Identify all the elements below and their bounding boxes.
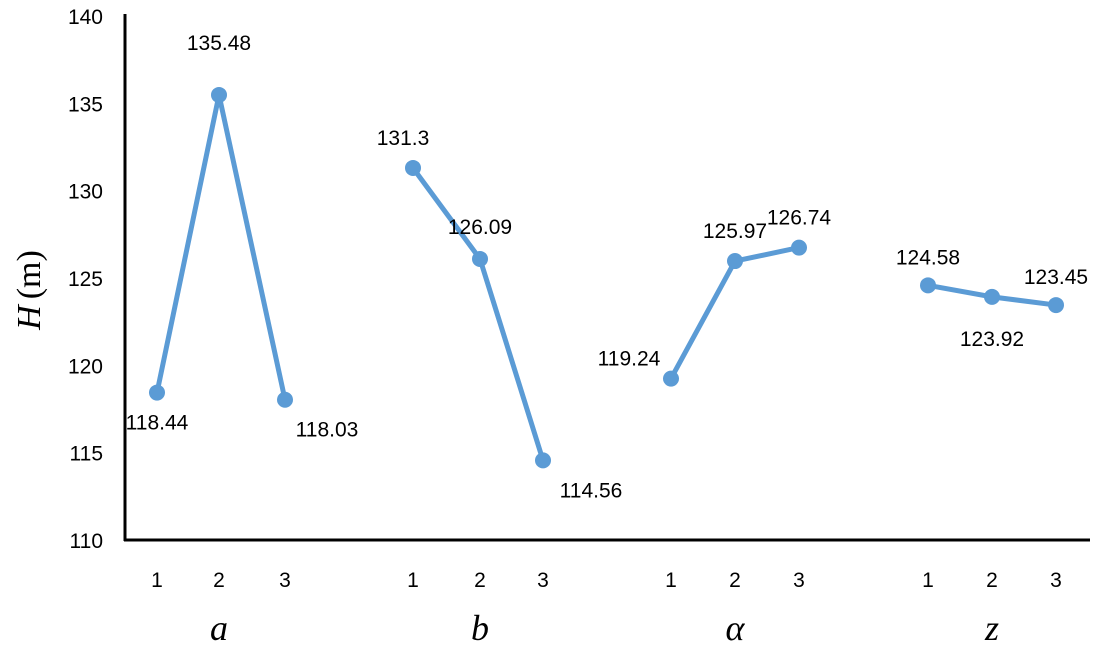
data-point (791, 239, 807, 256)
axes (123, 14, 1090, 542)
y-tick-label: 130 (68, 181, 103, 204)
x-tick-label: 3 (1050, 569, 1062, 592)
data-point (920, 277, 936, 294)
data-label: 114.56 (560, 479, 623, 502)
data-point (277, 391, 293, 408)
group-label: b (471, 608, 489, 645)
y-axis-label-unit: (m) (11, 250, 48, 299)
data-label: 123.92 (960, 328, 1024, 351)
y-axis-label: H (m) (11, 250, 48, 331)
group-label: a (210, 608, 228, 645)
series-0: 118.44 1 135.48 2 118.03 3 a (126, 32, 359, 645)
series-3: 124.58 1 123.92 2 123.45 3 z (896, 246, 1088, 645)
y-tick-label: 125 (68, 268, 103, 291)
data-point (472, 250, 488, 267)
y-tick-label: 115 (70, 443, 103, 466)
x-tick-label: 1 (407, 569, 419, 592)
data-label: 135.48 (187, 32, 251, 55)
data-point (727, 253, 743, 270)
y-axis-label-var: H (11, 303, 48, 331)
data-point (405, 159, 421, 176)
x-tick-label: 2 (729, 569, 741, 592)
data-point (984, 288, 1000, 305)
data-point (149, 384, 165, 401)
data-label: 123.45 (1024, 266, 1088, 289)
x-tick-label: 1 (922, 569, 934, 592)
data-label: 126.74 (767, 207, 832, 230)
data-point (211, 86, 227, 103)
data-point (1048, 297, 1064, 314)
series-1: 131.3 1 126.09 2 114.56 3 b (377, 127, 623, 645)
x-tick-label: 3 (537, 569, 549, 592)
data-label: 125.97 (703, 220, 767, 243)
data-label: 124.58 (896, 246, 960, 269)
data-point (663, 370, 679, 387)
group-label: α (726, 608, 746, 645)
data-label: 131.3 (377, 127, 430, 150)
data-label: 118.03 (296, 419, 359, 442)
data-label: 118.44 (126, 412, 189, 435)
y-tick-label: 135 (68, 93, 103, 116)
y-tick-label: 110 (70, 530, 103, 553)
x-tick-label: 3 (279, 569, 291, 592)
series-line (154, 92, 288, 401)
y-tick-label: 140 (68, 6, 103, 29)
y-tick-label: 120 (68, 355, 103, 378)
data-label: 126.09 (448, 216, 512, 239)
x-tick-label: 2 (986, 569, 998, 592)
x-tick-label: 2 (213, 569, 225, 592)
group-label: z (984, 608, 999, 645)
x-tick-label: 2 (474, 569, 486, 592)
data-label: 119.24 (598, 348, 661, 371)
x-tick-label: 1 (665, 569, 677, 592)
x-tick-label: 1 (151, 569, 163, 592)
data-point (535, 452, 551, 469)
series-line (410, 166, 546, 462)
x-tick-label: 3 (793, 569, 805, 592)
series-2: 119.24 1 125.97 2 126.74 3 α (598, 207, 832, 645)
